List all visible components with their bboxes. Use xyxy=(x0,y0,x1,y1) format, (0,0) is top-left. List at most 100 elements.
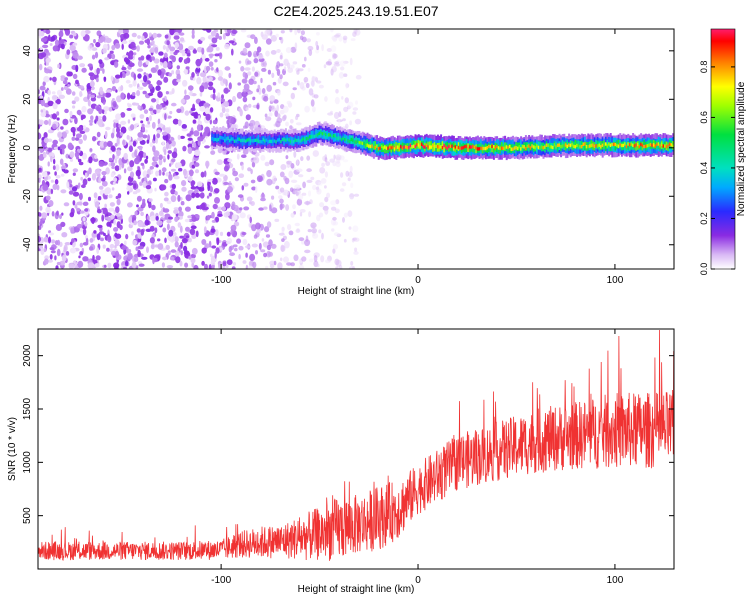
heatmap-cell xyxy=(473,144,476,154)
heatmap-cell xyxy=(126,107,132,111)
heatmap-cell xyxy=(335,156,341,164)
heatmap-cell xyxy=(508,144,511,149)
heatmap-cell xyxy=(240,138,243,143)
heatmap-cell xyxy=(216,206,223,211)
heatmap-cell xyxy=(294,184,301,190)
heatmap-cell xyxy=(266,84,273,92)
heatmap-cell xyxy=(113,61,119,68)
heatmap-cell xyxy=(140,55,145,61)
heatmap-cell xyxy=(339,155,345,161)
heatmap-cell xyxy=(158,158,163,166)
heatmap-cell xyxy=(261,88,266,94)
heatmap-cell xyxy=(201,47,205,55)
heatmap-cell xyxy=(232,244,238,248)
heatmap-cell xyxy=(332,53,338,59)
heatmap-cell xyxy=(148,83,153,90)
heatmap-cell xyxy=(38,225,42,230)
heatmap-cell xyxy=(316,185,320,193)
heatmap-cell xyxy=(603,143,606,147)
heatmap-cell xyxy=(134,157,140,165)
heatmap-cell xyxy=(109,150,112,154)
heatmap-cell xyxy=(130,113,136,118)
heatmap-cell xyxy=(177,194,181,202)
heatmap-cell xyxy=(222,242,228,247)
heatmap-cell xyxy=(276,49,281,53)
heatmap-cell xyxy=(432,143,435,152)
heatmap-cell xyxy=(74,96,80,102)
heatmap-cell xyxy=(582,142,585,146)
heatmap-cell xyxy=(136,68,144,72)
heatmap-cell xyxy=(293,254,299,262)
heatmap-cell xyxy=(67,142,73,150)
heatmap-cell xyxy=(191,247,198,255)
heatmap-cell xyxy=(138,57,142,61)
heatmap-cell xyxy=(261,238,265,242)
heatmap-cell xyxy=(38,89,41,95)
heatmap-cell xyxy=(228,40,235,44)
heatmap-cell xyxy=(245,114,251,121)
heatmap-cell xyxy=(232,170,239,177)
heatmap-cell xyxy=(200,36,206,41)
heatmap-cell xyxy=(491,144,494,148)
heatmap-cell xyxy=(98,67,104,71)
heatmap-cell xyxy=(138,146,143,151)
heatmap-cell xyxy=(472,144,475,149)
heatmap-cell xyxy=(150,47,156,53)
heatmap-cell xyxy=(50,155,53,163)
heatmap-cell xyxy=(94,263,100,268)
heatmap-cell xyxy=(430,140,433,150)
heatmap-cell xyxy=(321,162,325,167)
heatmap-cell xyxy=(78,192,83,201)
heatmap-cell xyxy=(57,63,60,69)
heatmap-cell xyxy=(88,196,91,202)
heatmap-cell xyxy=(369,144,372,149)
heatmap-cell xyxy=(272,81,277,86)
heatmap-cell xyxy=(197,115,201,122)
heatmap-cell xyxy=(301,256,307,262)
heatmap-cell xyxy=(283,137,286,142)
heatmap-cell xyxy=(120,126,127,134)
heatmap-cell xyxy=(237,82,241,86)
heatmap-cell xyxy=(106,247,110,252)
heatmap-cell xyxy=(330,218,337,226)
heatmap-cell xyxy=(285,121,289,127)
spectrogram-ytick-label: -40 xyxy=(22,237,33,252)
heatmap-cell xyxy=(333,232,340,237)
heatmap-cell xyxy=(171,151,178,159)
heatmap-cell xyxy=(170,195,177,203)
heatmap-cell xyxy=(344,138,347,142)
heatmap-cell xyxy=(176,79,181,83)
heatmap-cell xyxy=(340,172,344,178)
heatmap-cell xyxy=(234,177,239,182)
heatmap-cell xyxy=(243,206,250,211)
heatmap-cell xyxy=(537,141,540,150)
heatmap-cell xyxy=(174,217,179,223)
heatmap-cell xyxy=(209,107,214,113)
heatmap-cell xyxy=(60,75,66,79)
heatmap-cell xyxy=(470,145,473,149)
heatmap-cell xyxy=(520,147,523,151)
heatmap-cell xyxy=(51,211,55,217)
heatmap-cell xyxy=(103,232,106,237)
heatmap-cell xyxy=(137,220,143,228)
heatmap-cell xyxy=(286,100,292,105)
heatmap-cell xyxy=(258,207,264,211)
heatmap-cell xyxy=(225,264,229,268)
heatmap-cell xyxy=(330,45,337,53)
heatmap-cell xyxy=(313,134,316,139)
heatmap-cell xyxy=(188,255,192,260)
heatmap-cell xyxy=(165,172,170,177)
heatmap-cell xyxy=(292,61,298,65)
heatmap-cell xyxy=(180,57,184,61)
heatmap-cell xyxy=(665,145,668,149)
heatmap-cell xyxy=(238,108,242,113)
heatmap-cell xyxy=(156,103,160,110)
heatmap-cell xyxy=(173,232,177,237)
heatmap-cell xyxy=(217,76,223,81)
heatmap-cell xyxy=(111,53,116,60)
heatmap-cell xyxy=(48,230,52,234)
heatmap-cell xyxy=(151,121,156,129)
heatmap-cell xyxy=(141,256,148,260)
heatmap-cell xyxy=(290,179,298,183)
heatmap-cell xyxy=(61,254,67,262)
